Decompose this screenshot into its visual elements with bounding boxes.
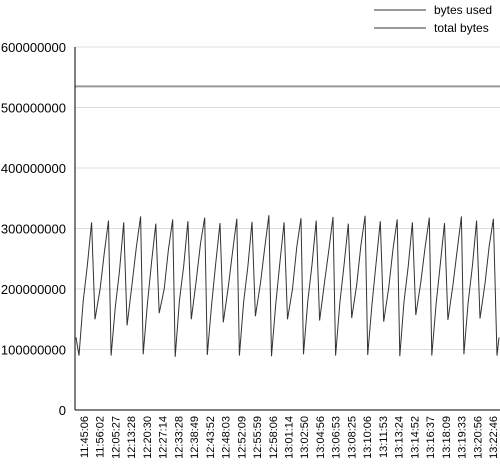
x-tick-label: 12:27:14	[158, 416, 170, 459]
axes	[74, 47, 500, 411]
legend: bytes used total bytes	[374, 3, 492, 35]
grid-lines	[75, 46, 500, 350]
x-tick-label: 13:19:33	[457, 416, 469, 459]
x-tick-label: 13:10:06	[362, 416, 374, 459]
y-tick-label: 200000000	[1, 282, 66, 297]
series-layer	[75, 85, 500, 357]
x-tick-label: 12:05:27	[110, 416, 122, 459]
x-tick-label: 13:16:37	[425, 416, 437, 459]
x-tick-label: 11:45:06	[79, 416, 91, 458]
x-tick-label: 12:58:06	[268, 416, 280, 459]
y-tick-labels: 0 100000000 200000000 300000000 400000000 500…	[1, 40, 66, 418]
x-tick-label: 12:52:09	[236, 416, 248, 459]
x-tick-label: 13:08:25	[346, 416, 358, 459]
x-tick-label: 13:22:46	[488, 416, 500, 459]
x-tick-label: 12:20:30	[142, 416, 154, 459]
x-tick-label: 13:01:14	[284, 416, 296, 459]
x-tick-label: 13:04:56	[315, 416, 327, 459]
x-tick-label: 13:02:50	[299, 416, 311, 459]
x-tick-label: 12:33:28	[173, 416, 185, 459]
x-tick-label: 13:06:53	[331, 416, 343, 459]
x-tick-labels: 11:45:06 11:56:02 12:05:27 12:13:28 12:20:30…	[79, 416, 500, 459]
y-tick-label: 100000000	[1, 343, 66, 358]
x-tick-label: 12:13:28	[126, 416, 138, 459]
y-tick-label: 0	[59, 403, 66, 418]
legend-label-total-bytes: total bytes	[434, 21, 489, 35]
x-tick-label: 12:55:59	[252, 416, 264, 459]
y-tick-label: 600000000	[1, 40, 66, 55]
y-tick-label: 300000000	[1, 222, 66, 237]
y-tick-label: 400000000	[1, 161, 66, 176]
x-tick-label: 12:43:52	[205, 416, 217, 459]
y-tick-label: 500000000	[1, 101, 66, 116]
legend-label-bytes-used: bytes used	[434, 3, 492, 17]
x-tick-label: 13:11:53	[378, 416, 390, 458]
x-tick-label: 12:38:49	[189, 416, 201, 459]
x-tick-label: 11:56:02	[95, 416, 107, 458]
x-tick-label: 12:48:03	[221, 416, 233, 459]
x-tick-label: 13:14:52	[409, 416, 421, 459]
x-tick-label: 13:20:56	[472, 416, 484, 459]
x-tick-label: 13:18:09	[441, 416, 453, 459]
x-tick-label: 13:13:24	[394, 416, 406, 459]
series-line-bytes-used	[75, 215, 500, 357]
